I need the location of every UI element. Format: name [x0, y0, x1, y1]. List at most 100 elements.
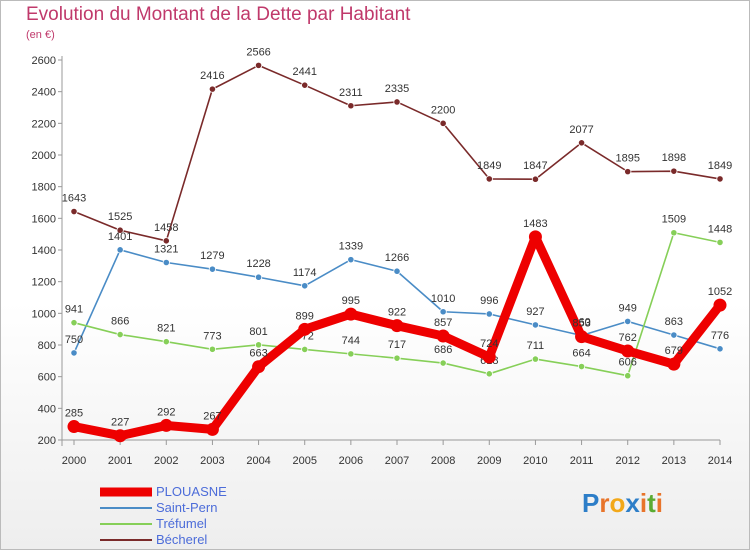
- data-label-saint-pern: 1266: [385, 252, 409, 264]
- data-point-tr-fumel: [70, 319, 78, 327]
- data-point-b-cherel: [393, 98, 401, 106]
- data-label-tr-fumel: 866: [111, 316, 129, 328]
- x-tick-label: 2010: [523, 455, 547, 467]
- data-label-saint-pern: 1321: [154, 244, 178, 256]
- y-tick-label: 2400: [32, 87, 56, 99]
- data-point-b-cherel: [485, 175, 493, 183]
- data-point-tr-fumel: [577, 362, 586, 371]
- data-point-plouasne: [621, 344, 635, 358]
- logo-letter: x: [625, 488, 640, 518]
- data-label-plouasne: 724: [480, 338, 498, 350]
- data-label-plouasne: 995: [342, 295, 360, 307]
- data-label-saint-pern: 1401: [108, 231, 132, 243]
- data-label-b-cherel: 2077: [569, 124, 593, 136]
- y-tick-label: 1000: [32, 308, 56, 320]
- data-point-saint-pern: [393, 267, 401, 275]
- data-point-plouasne: [67, 420, 81, 434]
- data-point-b-cherel: [670, 167, 678, 175]
- data-label-saint-pern: 863: [665, 316, 683, 328]
- data-point-tr-fumel: [208, 345, 217, 353]
- data-point-plouasne: [298, 322, 312, 336]
- data-point-tr-fumel: [393, 354, 401, 362]
- data-point-b-cherel: [254, 61, 263, 69]
- x-tick-label: 2005: [292, 455, 316, 467]
- data-point-b-cherel: [531, 175, 540, 183]
- data-point-tr-fumel: [347, 350, 355, 358]
- data-point-tr-fumel: [439, 359, 447, 367]
- data-label-tr-fumel: 1509: [662, 214, 686, 226]
- line-chart: 200 400 600 800 1000 1200 1400 1600 1800 2000 2200…: [32, 46, 733, 467]
- data-point-tr-fumel: [485, 370, 493, 378]
- data-point-plouasne: [205, 422, 219, 436]
- data-point-saint-pern: [70, 349, 78, 357]
- data-point-saint-pern: [347, 256, 355, 264]
- logo-letter: r: [599, 488, 610, 518]
- data-label-plouasne: 285: [65, 408, 83, 420]
- data-point-tr-fumel: [254, 341, 263, 349]
- legend-swatch-plouasne: [100, 487, 152, 497]
- y-tick-label: 800: [38, 340, 56, 352]
- data-label-plouasne: 679: [665, 345, 683, 357]
- data-point-saint-pern: [624, 317, 632, 326]
- data-point-plouasne: [436, 329, 450, 343]
- data-point-plouasne: [667, 357, 681, 371]
- data-label-saint-pern: 1279: [200, 250, 224, 262]
- data-point-tr-fumel: [670, 229, 678, 237]
- data-label-saint-pern: 1010: [431, 293, 455, 305]
- y-tick-label: 600: [38, 372, 56, 384]
- y-tick-label: 400: [38, 403, 56, 415]
- data-label-plouasne: 857: [434, 317, 452, 329]
- data-label-saint-pern: 776: [711, 330, 729, 342]
- data-label-plouasne: 663: [249, 348, 267, 360]
- data-label-tr-fumel: 821: [157, 323, 175, 335]
- data-label-plouasne: 1483: [523, 218, 547, 230]
- data-label-tr-fumel: 606: [619, 357, 637, 369]
- data-label-tr-fumel: 773: [203, 330, 221, 342]
- data-point-tr-fumel: [716, 238, 724, 246]
- data-point-plouasne: [713, 298, 727, 312]
- data-point-tr-fumel: [116, 330, 124, 339]
- data-label-b-cherel: 2566: [246, 46, 270, 58]
- data-point-b-cherel: [116, 226, 124, 234]
- data-label-tr-fumel: 686: [434, 344, 452, 356]
- data-label-b-cherel: 2335: [385, 83, 409, 95]
- logo-letter: t: [647, 488, 656, 518]
- data-label-tr-fumel: 801: [249, 326, 267, 338]
- data-point-saint-pern: [531, 321, 540, 329]
- data-label-saint-pern: 1339: [339, 241, 363, 253]
- data-label-tr-fumel: 1448: [708, 223, 732, 235]
- data-label-b-cherel: 1847: [523, 160, 547, 172]
- data-point-tr-fumel: [301, 345, 309, 354]
- x-tick-label: 2012: [615, 455, 639, 467]
- data-label-saint-pern: 1174: [293, 267, 317, 279]
- data-label-b-cherel: 1849: [708, 160, 732, 172]
- logo-letter: P: [582, 488, 600, 518]
- data-point-b-cherel: [301, 81, 309, 89]
- y-tick-label: 1200: [32, 277, 56, 289]
- legend-label-saint-pern: Saint-Pern: [156, 500, 218, 515]
- data-point-plouasne: [482, 350, 496, 364]
- data-label-tr-fumel: 664: [572, 348, 590, 360]
- data-point-b-cherel: [439, 119, 447, 127]
- y-tick-label: 1800: [32, 182, 56, 194]
- data-label-tr-fumel: 711: [527, 340, 545, 352]
- data-point-saint-pern: [208, 265, 217, 273]
- data-label-b-cherel: 2200: [431, 104, 455, 116]
- data-label-saint-pern: 1228: [246, 258, 270, 270]
- legend-label-becherel: Bécherel: [156, 532, 208, 547]
- data-label-saint-pern: 996: [480, 295, 498, 307]
- legend-swatch-trefumel: [100, 523, 152, 525]
- chart-subtitle: (en €): [26, 29, 55, 41]
- data-point-saint-pern: [485, 310, 493, 318]
- data-point-b-cherel: [70, 207, 78, 216]
- x-tick-label: 2002: [154, 455, 178, 467]
- data-point-b-cherel: [208, 85, 217, 93]
- data-label-b-cherel: 2441: [292, 66, 316, 78]
- data-point-saint-pern: [254, 273, 263, 281]
- logo-letter: i: [655, 488, 663, 518]
- data-label-plouasne: 853: [572, 318, 590, 330]
- data-point-tr-fumel: [162, 338, 170, 346]
- x-tick-label: 2001: [108, 455, 132, 467]
- legend-swatch-becherel: [100, 539, 152, 541]
